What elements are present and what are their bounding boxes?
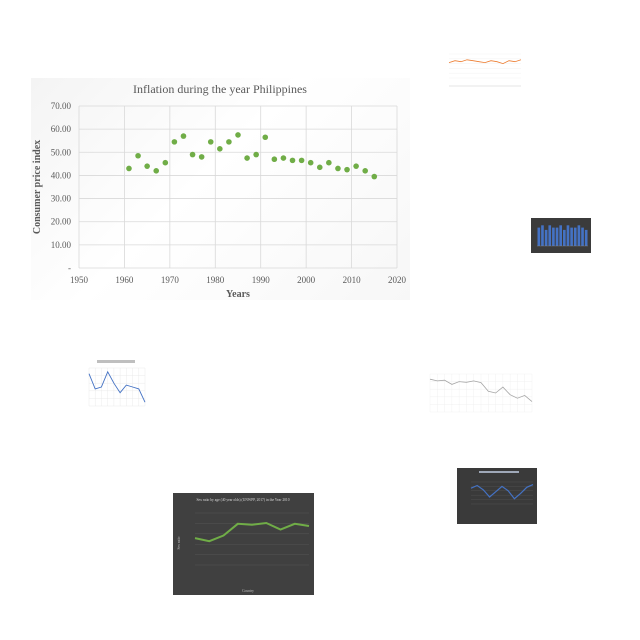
thumbnail-dark-bar-chart [531,218,591,253]
sex-ratio-line-chart: Sex ratio by age (40 year olds) (UNWPP, … [177,498,310,593]
data-point [262,134,269,141]
x-tick-label: 1990 [252,275,271,285]
bar [584,229,588,246]
data-point [244,155,250,161]
series-line [429,378,533,402]
dark-blue-line-chart [470,471,534,505]
data-point [144,163,150,169]
data-point [271,156,278,163]
sex-ratio-ylabel: Sex ratio [177,536,181,549]
data-point [253,151,259,158]
series-line [470,484,534,500]
x-axis-label: Years [226,289,250,300]
data-point [180,133,187,139]
thumbnail-grey-line-chart [416,364,538,426]
bar [537,227,541,246]
data-points [126,132,378,180]
series-line [448,59,522,65]
data-point [162,159,169,166]
grey-line-chart [429,373,533,413]
blue-bar-chart [537,225,588,247]
x-tick-labels: 1950 1960 1970 1980 1990 2000 2010 2020 [70,275,407,285]
data-point [344,166,350,173]
bar [544,229,548,246]
x-tick-label: 2000 [297,275,316,285]
gridlines [78,105,398,269]
data-point [153,168,160,174]
bar [577,225,581,246]
data-point [235,132,241,138]
data-point [189,151,196,158]
x-tick-label: 1980 [206,275,225,285]
title-placeholder [97,360,135,363]
data-point [335,165,341,172]
data-point [353,163,359,169]
data-point [326,159,332,166]
data-point [217,146,223,152]
data-point [171,139,178,145]
thumbnail-blue-line-chart [79,358,150,414]
y-tick-label: 50.00 [51,147,72,157]
data-point [371,173,378,180]
bar [541,225,544,246]
title-placeholder [479,471,519,473]
data-point [135,152,141,159]
data-point [207,139,214,145]
series-line [88,370,146,403]
y-axis-label: Consumer price index [32,140,43,234]
chart-title: Inflation during the year Philippines [133,82,307,96]
y-tick-label: 40.00 [51,170,72,180]
y-tick-label: 70.00 [51,101,72,111]
data-point [298,157,305,164]
bar [581,227,584,246]
y-tick-label: 20.00 [51,217,72,227]
main-chart-card: Inflation during the year Philippines - 1… [31,78,410,300]
y-tick-labels: - 10.00 20.00 30.00 40.00 50.00 60.00 70.00 [51,101,72,273]
blue-line-chart [88,360,146,407]
y-tick-label: 60.00 [51,124,72,134]
thumbnail-orange-line-chart [441,44,526,94]
x-tick-label: 1970 [161,275,180,285]
data-point [289,157,296,164]
bar [570,227,573,246]
bar [555,227,559,246]
x-tick-label: 2010 [343,275,362,285]
sex-ratio-title: Sex ratio by age (40 year olds) (UNWPP, … [196,498,289,503]
data-point [226,139,232,145]
orange-line-chart [448,53,522,87]
data-point [280,155,287,161]
inflation-scatter-chart: Inflation during the year Philippines - 1… [32,82,407,300]
x-tick-label: 1950 [70,275,89,285]
thumbnail-dark-line-chart [457,468,537,524]
data-point [307,159,314,166]
data-point [126,165,132,172]
data-point [316,164,323,171]
bar [573,227,577,246]
bar [559,225,562,246]
y-tick-label: - [68,263,71,273]
data-point [362,168,369,174]
y-tick-label: 10.00 [51,240,72,250]
bar [566,225,570,246]
bar [552,227,555,246]
data-point [198,154,205,160]
bar [563,229,566,246]
thumbnail-sex-ratio-chart: Sex ratio by age (40 year olds) (UNWPP, … [173,493,314,595]
x-tick-label: 1960 [115,275,134,285]
sex-ratio-xlabel: Country [242,589,254,593]
bar [548,225,552,246]
x-tick-label: 2020 [388,275,407,285]
y-tick-label: 30.00 [51,194,72,204]
series-line [194,521,310,543]
